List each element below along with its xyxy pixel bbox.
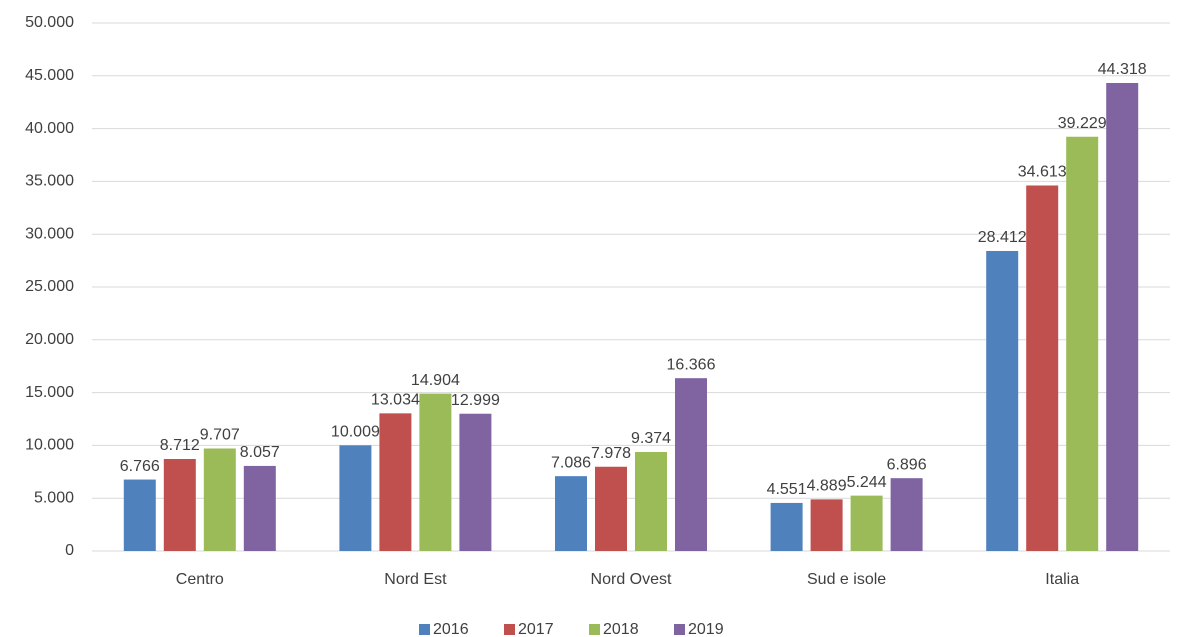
value-label: 8.712 [160, 437, 200, 454]
y-tick-label: 50.000 [25, 14, 74, 31]
value-label: 5.244 [847, 474, 887, 491]
bar [339, 445, 372, 551]
value-label: 8.057 [240, 444, 280, 461]
bar [635, 452, 667, 551]
bar [555, 476, 587, 551]
legend-label: 2016 [433, 621, 469, 637]
x-tick-label: Nord Est [384, 571, 447, 588]
value-label: 7.978 [591, 445, 631, 462]
value-label: 16.366 [667, 356, 716, 373]
x-tick-label: Centro [176, 571, 224, 588]
value-label: 12.999 [451, 392, 500, 409]
value-label: 28.412 [978, 229, 1027, 246]
legend-swatch [504, 624, 515, 635]
legend-swatch [589, 624, 600, 635]
bar [1106, 83, 1139, 551]
y-tick-label: 5.000 [34, 489, 74, 506]
bar [770, 502, 803, 551]
value-label: 9.707 [200, 427, 240, 444]
value-label: 10.009 [331, 424, 380, 441]
y-tick-label: 30.000 [25, 225, 74, 242]
bar [595, 466, 627, 551]
y-tick-label: 0 [65, 542, 74, 559]
bar [1066, 136, 1099, 551]
bar [123, 479, 156, 551]
y-tick-label: 20.000 [25, 331, 74, 348]
bar [986, 250, 1019, 551]
bar [890, 478, 923, 551]
bar [810, 499, 843, 551]
legend-label: 2017 [518, 621, 554, 637]
bar [203, 448, 236, 551]
bar [1026, 185, 1059, 551]
bar [850, 495, 883, 551]
value-label: 39.229 [1058, 115, 1107, 132]
value-label: 9.374 [631, 430, 671, 447]
legend-label: 2018 [603, 621, 639, 637]
bar [379, 413, 412, 551]
bar [459, 413, 492, 551]
bar [675, 378, 707, 551]
y-tick-label: 10.000 [25, 437, 74, 454]
y-tick-label: 40.000 [25, 120, 74, 137]
value-label: 4.889 [807, 478, 847, 495]
value-label: 7.086 [551, 454, 591, 471]
bar [163, 459, 196, 551]
legend-swatch [419, 624, 430, 635]
value-label: 34.613 [1018, 164, 1067, 181]
value-label: 14.904 [411, 372, 460, 389]
legend-swatch [674, 624, 685, 635]
y-tick-label: 15.000 [25, 384, 74, 401]
y-tick-label: 35.000 [25, 173, 74, 190]
value-label: 6.766 [120, 458, 160, 475]
y-tick-label: 45.000 [25, 67, 74, 84]
value-label: 6.896 [887, 456, 927, 473]
bar [419, 393, 452, 551]
x-tick-label: Nord Ovest [591, 571, 672, 588]
x-tick-label: Italia [1045, 571, 1079, 588]
bar [243, 465, 276, 551]
value-label: 4.551 [767, 481, 807, 498]
y-tick-label: 25.000 [25, 278, 74, 295]
value-label: 44.318 [1098, 61, 1147, 78]
legend-label: 2019 [688, 621, 724, 637]
x-tick-label: Sud e isole [807, 571, 886, 588]
value-label: 13.034 [371, 392, 420, 409]
